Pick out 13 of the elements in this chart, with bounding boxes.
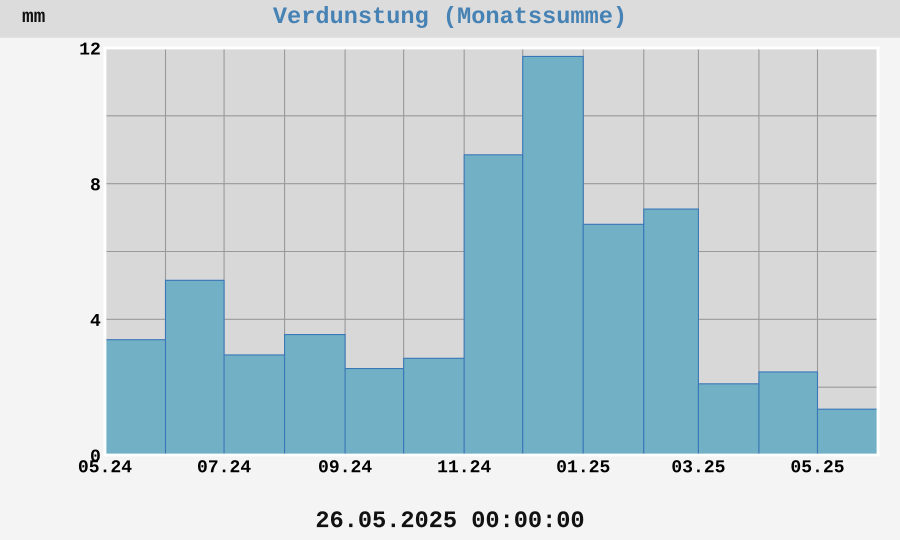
y-tick-label: 4 — [90, 314, 100, 326]
x-tick-label: 01.25 — [557, 460, 610, 472]
x-tick-label: 07.24 — [198, 460, 251, 472]
chart-title: Verdunstung (Monatssumme) — [272, 6, 624, 28]
x-tick-label: 09.24 — [319, 460, 372, 472]
y-tick-label: 8 — [90, 178, 100, 190]
text: 26.05.2025 00:00:00 — [316, 511, 584, 528]
x-tick-label: 11.24 — [438, 460, 491, 472]
y-axis-title: mm — [22, 12, 45, 22]
x-tick-label: 05.25 — [791, 460, 844, 472]
x-tick-label: 05.24 — [78, 460, 132, 472]
x-tick-label: 03.25 — [672, 460, 725, 472]
y-tick-label: 12 — [80, 42, 100, 55]
